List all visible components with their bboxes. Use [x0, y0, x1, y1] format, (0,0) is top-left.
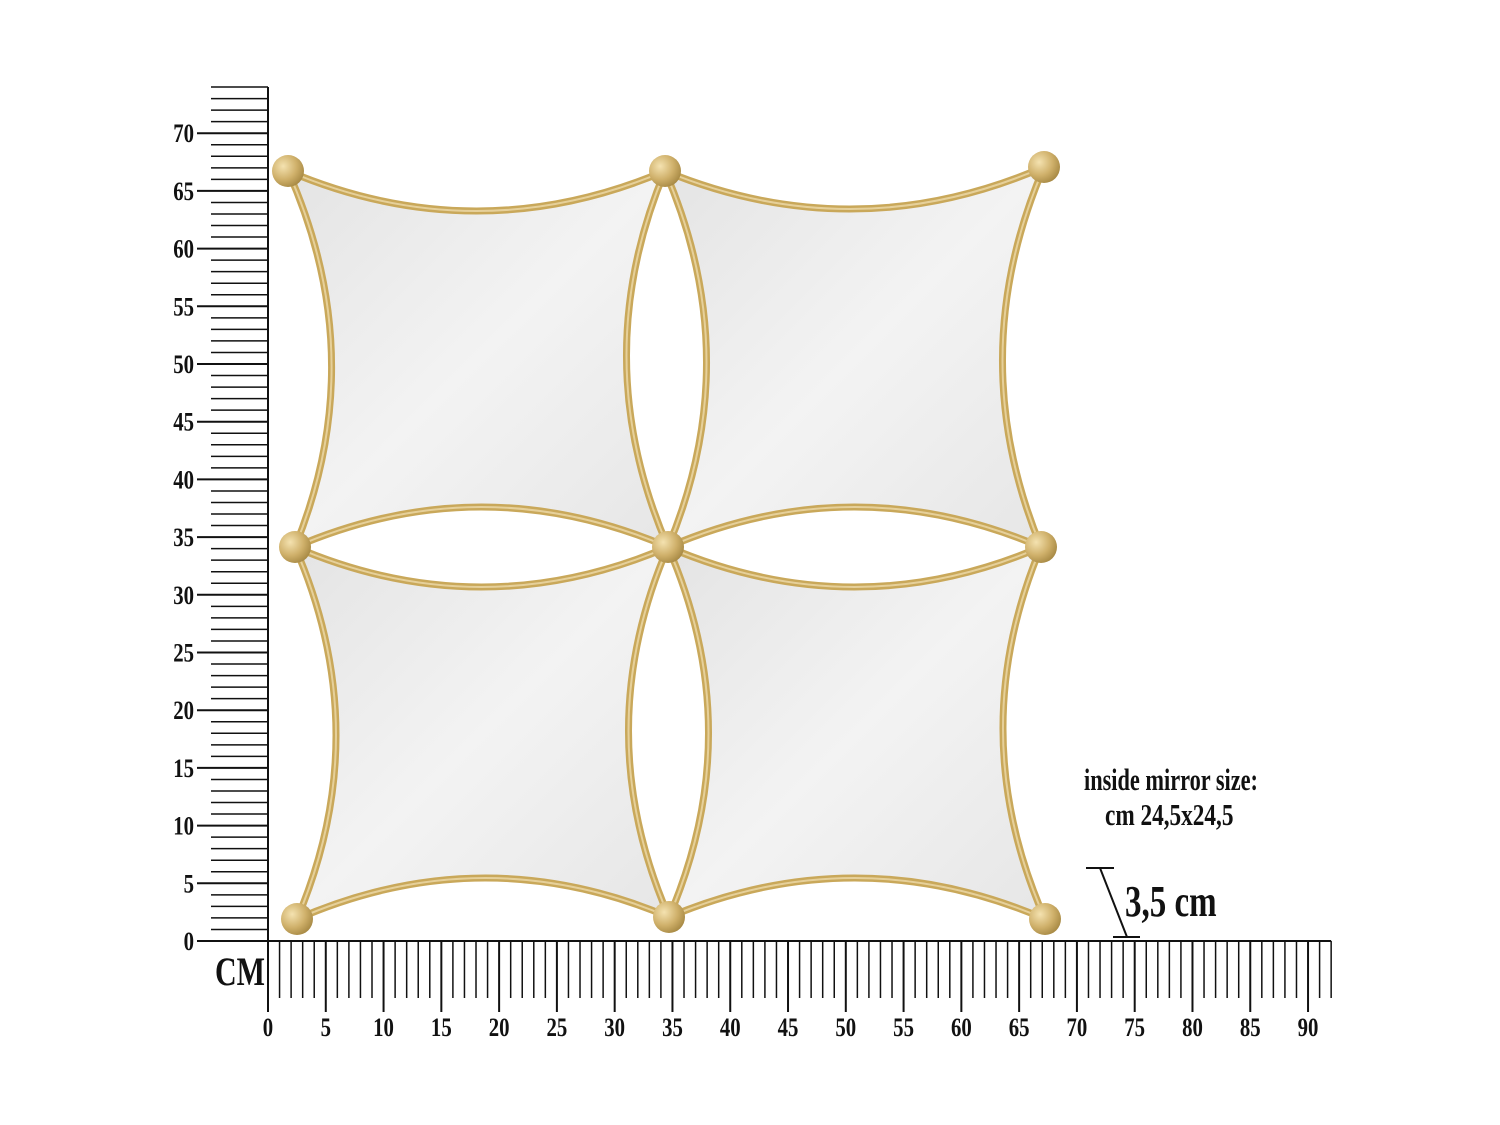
- inside-mirror-size-label: inside mirror size:: [1084, 762, 1258, 797]
- x-tick-label: 50: [835, 1014, 856, 1043]
- x-tick-label: 30: [604, 1014, 625, 1043]
- rulers: 0 5 10 15 20 25 30 35 40 45 50 55 60 65 70 75 80 85 90 0 5 10…: [173, 86, 1332, 1043]
- x-tick-label: 20: [489, 1014, 510, 1043]
- x-tick-label: 85: [1240, 1014, 1261, 1043]
- gold-ball-ornament: [281, 903, 313, 935]
- x-tick-label: 0: [263, 1014, 273, 1043]
- y-tick-label: 45: [173, 409, 194, 438]
- y-tick-label: 35: [173, 524, 194, 553]
- y-tick-label: 0: [184, 928, 194, 957]
- gold-ball-ornament: [279, 531, 311, 563]
- gold-ball-ornament: [653, 901, 685, 933]
- gold-ball-ornament: [652, 531, 684, 563]
- x-tick-label: 45: [778, 1014, 799, 1043]
- mirror-panel: [661, 163, 1048, 551]
- x-tick-label: 15: [431, 1014, 452, 1043]
- y-tick-label: 25: [173, 639, 194, 668]
- y-tick-label: 70: [173, 120, 194, 149]
- x-tick-label: 60: [951, 1014, 972, 1043]
- y-tick-label: 10: [173, 813, 194, 842]
- depth-label: 3,5 cm: [1125, 877, 1217, 926]
- y-tick-label: 65: [173, 178, 194, 207]
- y-tick-label: 5: [184, 870, 194, 899]
- y-tick-label: 15: [173, 755, 194, 784]
- x-tick-label: 5: [321, 1014, 331, 1043]
- unit-label: CM: [215, 949, 265, 994]
- mirror-panel: [284, 167, 672, 551]
- x-tick-label: 55: [893, 1014, 914, 1043]
- x-tick-label: 65: [1009, 1014, 1030, 1043]
- gold-ball-ornament: [1025, 531, 1057, 563]
- x-tick-label: 25: [547, 1014, 568, 1043]
- x-tick-label: 80: [1182, 1014, 1203, 1043]
- y-tick-label: 60: [173, 236, 194, 265]
- y-tick-label: 50: [173, 351, 194, 380]
- x-tick-label: 40: [720, 1014, 741, 1043]
- mirror-product: [272, 151, 1061, 935]
- x-tick-label: 10: [373, 1014, 394, 1043]
- y-tick-label: 20: [173, 697, 194, 726]
- depth-marker-diagonal: [1099, 867, 1128, 938]
- y-tick-label: 40: [173, 466, 194, 495]
- mirror-panel: [664, 543, 1049, 923]
- x-tick-label: 35: [662, 1014, 683, 1043]
- x-tick-label: 90: [1298, 1014, 1319, 1043]
- x-tick-label: 75: [1124, 1014, 1145, 1043]
- gold-ball-ornament: [649, 155, 681, 187]
- gold-ball-ornament: [1029, 903, 1061, 935]
- y-tick-label: 55: [173, 293, 194, 322]
- inside-mirror-size-value: cm 24,5x24,5: [1105, 797, 1234, 832]
- x-tick-label: 70: [1067, 1014, 1088, 1043]
- gold-ball-ornament: [1028, 151, 1060, 183]
- y-tick-label: 30: [173, 582, 194, 611]
- gold-ball-ornament: [272, 155, 304, 187]
- mirror-panel: [291, 543, 673, 923]
